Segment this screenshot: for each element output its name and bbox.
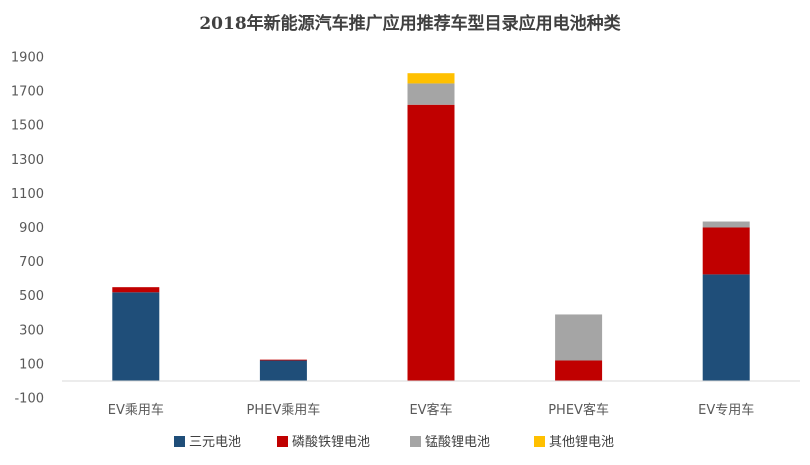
chart-title: 2018年新能源汽车推广应用推荐车型目录应用电池种类	[199, 13, 621, 34]
x-category-label: EV专用车	[698, 402, 754, 418]
legend-label: 其他锂电池	[549, 435, 614, 450]
y-tick-label: 1500	[11, 119, 44, 134]
y-tick-label: 700	[19, 255, 44, 270]
y-tick-label: 900	[19, 221, 44, 236]
bar-segment	[702, 274, 750, 381]
x-axis: EV乘用车 PHEV乘用车 EV客车 PHEV客车 EV专用车	[62, 380, 800, 418]
bar-segment	[407, 73, 455, 84]
x-category-label: EV乘用车	[108, 402, 164, 418]
x-category-label: EV客车	[409, 402, 452, 418]
y-tick-label: 1100	[11, 187, 44, 202]
legend-swatch	[410, 436, 421, 447]
bar-segment	[259, 360, 307, 381]
y-tick-label: 1300	[11, 153, 44, 168]
bar-segment	[407, 83, 455, 105]
bar-segment	[702, 227, 750, 275]
y-tick-label: 1900	[11, 51, 44, 66]
legend: 三元电池 磷酸铁锂电池 锰酸锂电池 其他锂电池	[174, 435, 614, 450]
bar-segment	[112, 287, 160, 293]
legend-label: 三元电池	[189, 435, 241, 450]
bar-segment	[555, 314, 603, 361]
bar-segment	[555, 360, 603, 381]
y-tick-label: -100	[14, 392, 44, 407]
legend-label: 磷酸铁锂电池	[292, 435, 370, 450]
legend-swatch	[277, 436, 288, 447]
x-category-label: PHEV乘用车	[247, 402, 321, 418]
y-tick-label: 1700	[11, 85, 44, 100]
bar-segment	[702, 221, 750, 228]
bars	[112, 73, 750, 381]
bar-segment	[259, 359, 307, 361]
legend-swatch	[174, 436, 185, 447]
y-tick-label: 100	[19, 357, 44, 372]
x-category-label: PHEV客车	[548, 402, 609, 418]
y-tick-label: 300	[19, 323, 44, 338]
bar-segment	[112, 292, 160, 381]
y-axis: -100 100 300 500 700 900 1100 1300 1500 1700 1900	[11, 51, 44, 407]
legend-swatch	[534, 436, 545, 447]
bar-segment	[407, 104, 455, 381]
legend-label: 锰酸锂电池	[425, 435, 490, 450]
y-tick-label: 500	[19, 289, 44, 304]
